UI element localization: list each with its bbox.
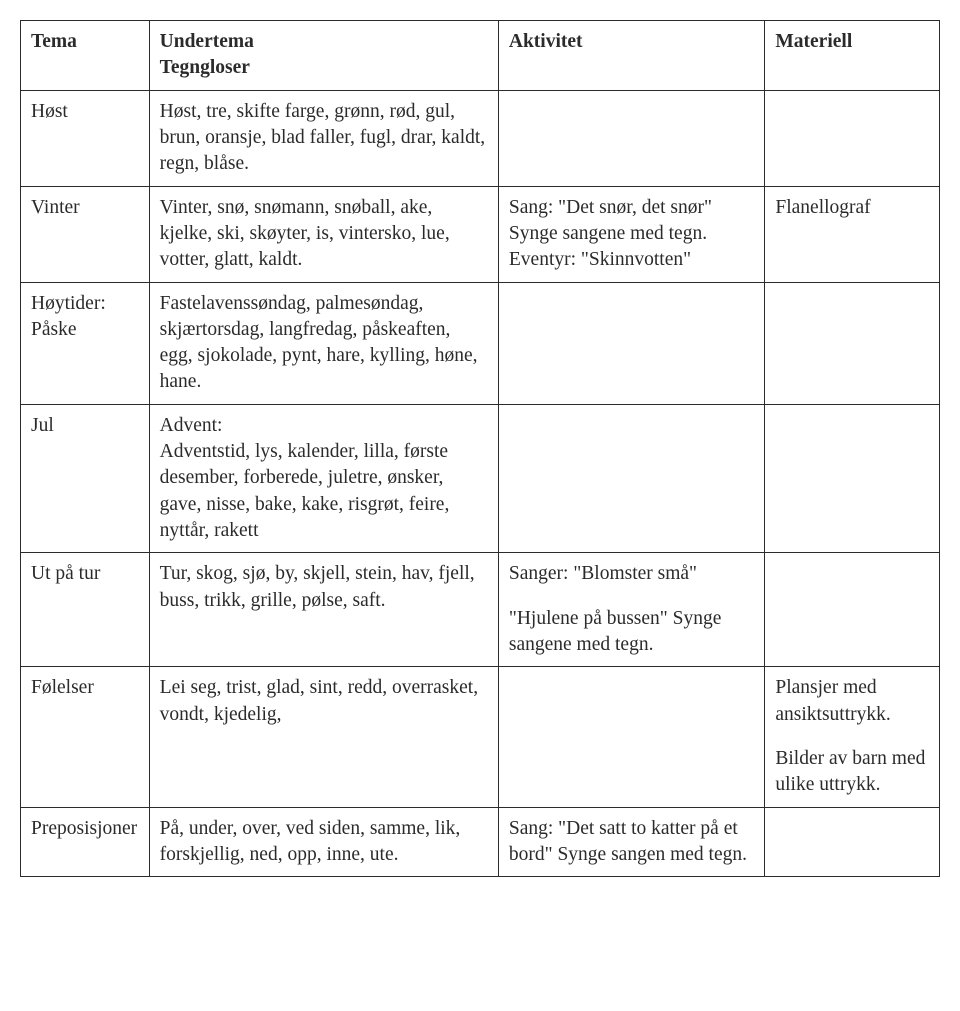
- cell-aktivitet: [498, 90, 765, 186]
- header-undertema-line1: Undertema: [160, 29, 488, 55]
- cell-materiell: [765, 404, 940, 553]
- cell-aktivitet: Sang: "Det snør, det snør" Synge sangene…: [498, 186, 765, 282]
- cell-tema: Vinter: [21, 186, 150, 282]
- cell-undertema: På, under, over, ved siden, samme, lik, …: [149, 807, 498, 877]
- aktivitet-p2: "Hjulene på bussen" Synge sangene med te…: [509, 606, 755, 659]
- cell-materiell: [765, 553, 940, 667]
- table-row: Følelser Lei seg, trist, glad, sint, red…: [21, 667, 940, 807]
- undertema-body: Adventstid, lys, kalender, lilla, første…: [160, 441, 450, 541]
- cell-materiell: [765, 282, 940, 404]
- header-materiell: Materiell: [765, 21, 940, 91]
- cell-aktivitet: Sang: "Det satt to katter på et bord" Sy…: [498, 807, 765, 877]
- cell-undertema: Lei seg, trist, glad, sint, redd, overra…: [149, 667, 498, 807]
- cell-materiell: Plansjer med ansiktsuttrykk. Bilder av b…: [765, 667, 940, 807]
- cell-tema: Høytider: Påske: [21, 282, 150, 404]
- cell-undertema: Fastelavenssøndag, palmesøndag, skjærtor…: [149, 282, 498, 404]
- table-row: Jul Advent: Adventstid, lys, kalender, l…: [21, 404, 940, 553]
- cell-materiell: Flanellograf: [765, 186, 940, 282]
- materiell-p2: Bilder av barn med ulike uttrykk.: [775, 746, 929, 799]
- table-row: Høytider: Påske Fastelavenssøndag, palme…: [21, 282, 940, 404]
- header-undertema-line2: Tegngloser: [160, 55, 488, 81]
- cell-materiell: [765, 90, 940, 186]
- header-undertema: Undertema Tegngloser: [149, 21, 498, 91]
- cell-aktivitet: [498, 282, 765, 404]
- cell-undertema: Tur, skog, sjø, by, skjell, stein, hav, …: [149, 553, 498, 667]
- cell-aktivitet: [498, 667, 765, 807]
- cell-tema: Følelser: [21, 667, 150, 807]
- table-row: Ut på tur Tur, skog, sjø, by, skjell, st…: [21, 553, 940, 667]
- cell-tema: Ut på tur: [21, 553, 150, 667]
- cell-aktivitet: [498, 404, 765, 553]
- aktivitet-p1: Sanger: "Blomster små": [509, 561, 755, 587]
- cell-aktivitet: Sanger: "Blomster små" "Hjulene på busse…: [498, 553, 765, 667]
- cell-undertema: Vinter, snø, snømann, snøball, ake, kjel…: [149, 186, 498, 282]
- table-row: Høst Høst, tre, skifte farge, grønn, rød…: [21, 90, 940, 186]
- header-aktivitet: Aktivitet: [498, 21, 765, 91]
- cell-undertema: Advent: Adventstid, lys, kalender, lilla…: [149, 404, 498, 553]
- header-tema: Tema: [21, 21, 150, 91]
- header-row: Tema Undertema Tegngloser Aktivitet Mate…: [21, 21, 940, 91]
- table-row: Vinter Vinter, snø, snømann, snøball, ak…: [21, 186, 940, 282]
- cell-tema: Jul: [21, 404, 150, 553]
- materiell-p1: Plansjer med ansiktsuttrykk.: [775, 675, 929, 728]
- undertema-title: Advent:: [160, 415, 223, 436]
- curriculum-table: Tema Undertema Tegngloser Aktivitet Mate…: [20, 20, 940, 877]
- table-row: Preposisjoner På, under, over, ved siden…: [21, 807, 940, 877]
- cell-tema: Preposisjoner: [21, 807, 150, 877]
- cell-tema: Høst: [21, 90, 150, 186]
- cell-materiell: [765, 807, 940, 877]
- cell-undertema: Høst, tre, skifte farge, grønn, rød, gul…: [149, 90, 498, 186]
